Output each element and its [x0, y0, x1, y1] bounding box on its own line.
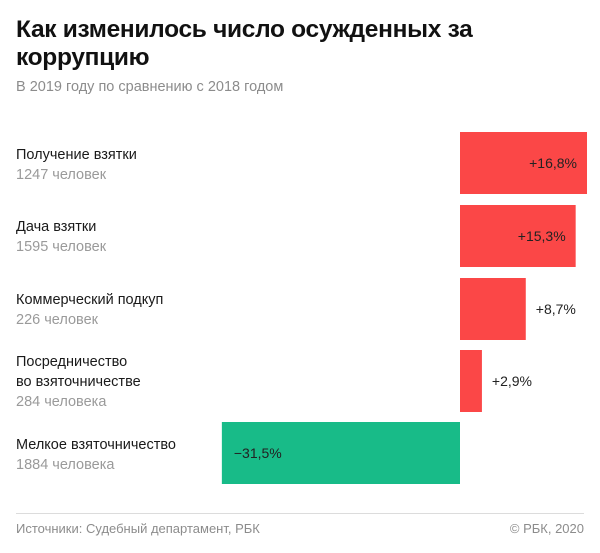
category-name: во взяточничестве: [16, 374, 141, 390]
bar-chart: +16,8% +15,3% +8,7% +2,9% −31,5%: [221, 132, 588, 484]
category-count: 284 человека: [16, 394, 107, 410]
category-label: Получение взятки 1247 человек: [16, 145, 137, 185]
footer-divider: [16, 513, 584, 514]
category-name: Получение взятки: [16, 147, 137, 163]
data-label: +15,3%: [518, 228, 566, 244]
category-count: 1595 человек: [16, 239, 107, 255]
category-label: Посредничество во взяточничестве 284 челов…: [16, 352, 141, 412]
data-label: +2,9%: [492, 373, 532, 389]
category-name: Коммерческий подкуп: [16, 292, 164, 308]
category-label: Мелкое взяточничество 1884 человека: [16, 435, 176, 475]
category-count: 226 человек: [16, 312, 98, 328]
data-label: +16,8%: [529, 155, 577, 171]
data-label: −31,5%: [234, 445, 282, 461]
chart-subtitle: В 2019 году по сравнению с 2018 годом: [16, 79, 284, 95]
category-count: 1884 человека: [16, 457, 115, 473]
bar: [460, 278, 526, 340]
category-name: Посредничество: [16, 354, 128, 370]
category-count: 1247 человек: [16, 167, 107, 183]
copyright: © РБК, 2020: [509, 521, 584, 536]
bar: [460, 132, 588, 194]
bar: [221, 422, 460, 484]
category-name: Мелкое взяточничество: [16, 437, 176, 453]
bar: [460, 205, 576, 267]
data-label: +8,7%: [536, 301, 576, 317]
category-label: Коммерческий подкуп 226 человек: [16, 290, 163, 330]
source-note: Источники: Судебный департамент, РБК: [16, 521, 260, 536]
category-label: Дача взятки 1595 человек: [16, 217, 106, 257]
category-name: Дача взятки: [16, 219, 97, 235]
bar: [460, 350, 482, 412]
chart-title: Как изменилось число осужденных за корру…: [16, 16, 473, 71]
